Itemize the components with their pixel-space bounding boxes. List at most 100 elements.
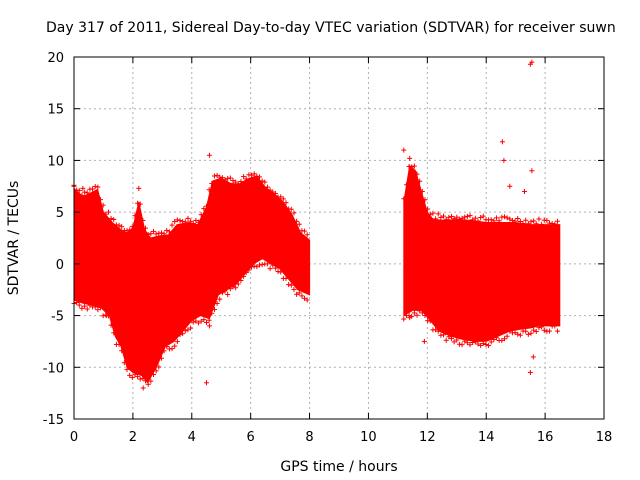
data-point: [230, 284, 236, 290]
data-point: [211, 307, 217, 313]
outlier-point: [401, 147, 407, 153]
y-tick-label: 0: [56, 258, 64, 273]
data-point: [302, 295, 308, 301]
data-point: [156, 364, 162, 370]
data-point: [512, 330, 518, 336]
data-point: [288, 206, 294, 212]
data-point: [267, 266, 273, 272]
data-point: [531, 327, 537, 333]
data-point: [135, 374, 141, 380]
data-point: [291, 210, 297, 216]
data-point: [422, 197, 428, 203]
y-tick-label: 15: [47, 103, 64, 118]
data-point: [488, 217, 494, 223]
data-point: [278, 194, 284, 200]
data-point: [443, 216, 449, 222]
data-point: [127, 227, 133, 233]
data-point: [188, 218, 194, 224]
outlier-point: [507, 183, 513, 189]
data-point: [182, 328, 188, 334]
data-point: [79, 305, 85, 311]
data-point: [241, 174, 247, 180]
data-point: [105, 209, 111, 215]
data-point: [499, 338, 505, 344]
data-point: [121, 360, 127, 366]
y-tick-label: -5: [51, 310, 64, 325]
data-point: [417, 178, 423, 184]
data-point: [411, 163, 417, 169]
outlier-point: [80, 185, 86, 191]
data-point: [257, 174, 262, 180]
data-point: [272, 265, 278, 271]
x-tick-label: 6: [247, 430, 255, 445]
outlier-point: [529, 168, 535, 174]
data-point: [111, 330, 117, 336]
data-point: [515, 216, 521, 222]
data-point: [119, 348, 125, 354]
chart-title: Day 317 of 2011, Sidereal Day-to-day VTE…: [46, 20, 616, 36]
data-point: [151, 371, 156, 377]
data-point: [525, 331, 531, 337]
data-point: [533, 221, 539, 227]
data-point: [288, 282, 294, 288]
data-point: [441, 213, 447, 219]
data-point: [454, 337, 460, 343]
data-point: [158, 230, 164, 236]
data-point: [196, 219, 202, 225]
data-point: [491, 218, 497, 224]
outlier-point: [421, 338, 427, 344]
data-point: [275, 269, 281, 275]
data-point: [82, 189, 88, 195]
data-point: [533, 329, 539, 335]
data-point: [177, 332, 183, 338]
y-axis-title: SDTVAR / TECUs: [6, 181, 22, 296]
data-point: [435, 211, 441, 217]
y-tick-label: -10: [43, 361, 64, 376]
data-point: [214, 300, 220, 306]
data-point: [547, 328, 553, 334]
data-point: [132, 372, 138, 378]
data-point: [108, 322, 114, 328]
x-tick-label: 12: [419, 430, 436, 445]
data-point: [137, 376, 143, 382]
data-point: [523, 217, 529, 223]
data-point: [467, 213, 473, 219]
outlier-point: [206, 323, 212, 329]
data-point: [475, 218, 481, 224]
data-point: [259, 262, 265, 268]
data-point: [238, 179, 244, 185]
data-point: [241, 273, 247, 279]
data-point: [507, 216, 513, 222]
data-point: [419, 310, 425, 316]
data-point: [174, 217, 180, 223]
data-point: [249, 264, 255, 270]
data-point: [235, 281, 241, 287]
data-point: [180, 331, 186, 337]
data-point: [174, 339, 180, 345]
data-point: [470, 217, 476, 223]
data-point: [76, 188, 82, 194]
data-point: [264, 184, 270, 190]
data-point: [169, 222, 175, 228]
data-point: [158, 355, 164, 361]
data-point: [438, 214, 444, 220]
data-point: [227, 286, 233, 292]
data-point: [98, 305, 103, 311]
data-point: [554, 328, 560, 334]
x-tick-label: 4: [188, 430, 196, 445]
data-point: [188, 325, 194, 331]
data-point: [446, 214, 452, 220]
data-point: [401, 196, 407, 202]
axis-ticks: [73, 56, 605, 420]
data-point: [143, 378, 149, 384]
data-point: [172, 343, 178, 349]
data-point: [504, 215, 510, 221]
data-point: [233, 179, 239, 185]
data-point: [419, 188, 425, 194]
data-point: [76, 302, 82, 308]
x-tick-label: 10: [360, 430, 377, 445]
data-point: [541, 327, 547, 333]
outlier-point: [501, 157, 507, 163]
data-point: [512, 218, 518, 224]
data-point: [193, 218, 199, 224]
